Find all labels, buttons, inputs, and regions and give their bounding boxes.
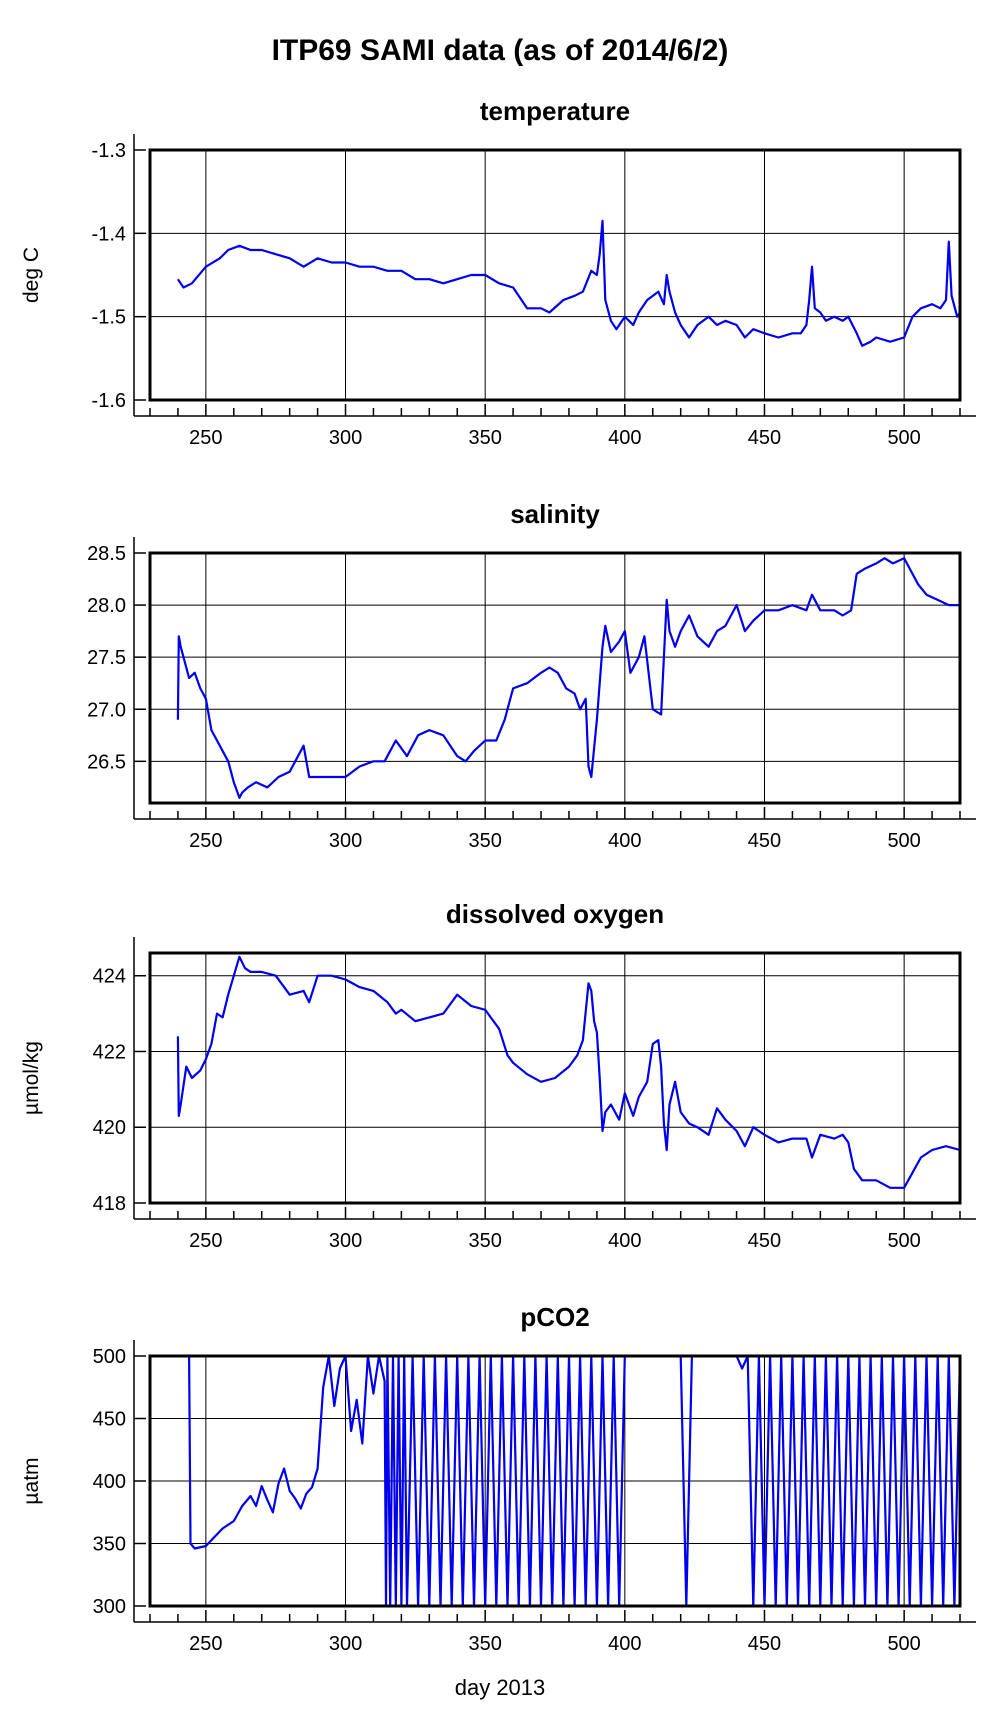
x-tick-label: 450 xyxy=(748,1633,781,1655)
plot-frame xyxy=(148,148,962,402)
x-tick-label: 500 xyxy=(887,830,920,852)
y-tick-label: 418 xyxy=(93,1193,126,1215)
x-tick-label: 400 xyxy=(608,1633,641,1655)
series-line-pco2 xyxy=(188,1356,960,1606)
chart-panel-temperature: temperature 250 300 350 400 450 500 -1.6 -1.5 -1.… xyxy=(20,96,976,449)
x-tick-label: 500 xyxy=(887,1230,920,1252)
x-tick-label: 350 xyxy=(468,1633,501,1655)
y-tick-label: 26.5 xyxy=(87,751,126,773)
figure-title: ITP69 SAMI data (as of 2014/6/2) xyxy=(271,34,729,67)
series-line-temperature xyxy=(176,219,960,347)
x-tick-label: 300 xyxy=(329,1633,362,1655)
x-tick-label: 300 xyxy=(329,1230,362,1252)
plot-frame xyxy=(148,951,962,1205)
y-tick-label: 28.0 xyxy=(87,595,126,617)
x-tick-label: 250 xyxy=(189,427,222,449)
x-tick-label: 250 xyxy=(189,1230,222,1252)
x-tick-label: 450 xyxy=(748,830,781,852)
y-tick-label: 500 xyxy=(93,1346,126,1368)
x-tick-label: 350 xyxy=(468,427,501,449)
x-tick-label: 350 xyxy=(468,1230,501,1252)
y-tick-label: -1.3 xyxy=(92,140,126,162)
y-axis-label: µatm xyxy=(20,1457,43,1504)
panel-title: salinity xyxy=(510,499,600,529)
x-axis-label: day 2013 xyxy=(454,1675,546,1700)
x-tick-label: 250 xyxy=(189,1633,222,1655)
panel-title: dissolved oxygen xyxy=(446,899,664,929)
chart-panel-pco2: pCO2 250 300 350 400 450 500 300 350 400 450 500 µat… xyxy=(20,1302,976,1655)
y-tick-label: -1.4 xyxy=(92,223,126,245)
y-tick-label: 422 xyxy=(93,1041,126,1063)
y-tick-label: 350 xyxy=(93,1534,126,1556)
y-tick-label: 27.5 xyxy=(87,647,126,669)
x-tick-label: 400 xyxy=(608,427,641,449)
x-tick-label: 300 xyxy=(329,830,362,852)
plot-frame xyxy=(148,1354,962,1608)
x-tick-label: 300 xyxy=(329,427,362,449)
x-tick-label: 400 xyxy=(608,1230,641,1252)
y-tick-label: 420 xyxy=(93,1117,126,1139)
y-tick-label: -1.5 xyxy=(92,307,126,329)
chart-panel-salinity: salinity 250 300 350 400 450 500 26.5 27.0 27.5 28… xyxy=(87,499,976,852)
y-tick-label: 28.5 xyxy=(87,543,126,565)
y-axis-label: µmol/kg xyxy=(20,1041,43,1115)
plot-frame xyxy=(148,551,962,805)
y-tick-label: 450 xyxy=(93,1409,126,1431)
y-tick-label: 27.0 xyxy=(87,699,126,721)
y-tick-label: 400 xyxy=(93,1471,126,1493)
series-line-dissolved-oxygen xyxy=(176,955,960,1189)
chart-panel-dissolved-oxygen: dissolved oxygen 250 300 350 400 450 500 418 420… xyxy=(20,899,976,1252)
x-tick-label: 500 xyxy=(887,1633,920,1655)
series-line-salinity xyxy=(176,557,960,799)
x-tick-label: 500 xyxy=(887,427,920,449)
panel-title: temperature xyxy=(480,96,630,126)
x-tick-label: 350 xyxy=(468,830,501,852)
x-tick-label: 450 xyxy=(748,427,781,449)
x-tick-label: 250 xyxy=(189,830,222,852)
x-tick-label: 450 xyxy=(748,1230,781,1252)
panel-title: pCO2 xyxy=(520,1302,589,1332)
y-tick-label: 300 xyxy=(93,1596,126,1618)
y-tick-label: 424 xyxy=(93,966,126,988)
x-tick-label: 400 xyxy=(608,830,641,852)
y-tick-label: -1.6 xyxy=(92,390,126,412)
y-axis-label: deg C xyxy=(20,247,43,303)
